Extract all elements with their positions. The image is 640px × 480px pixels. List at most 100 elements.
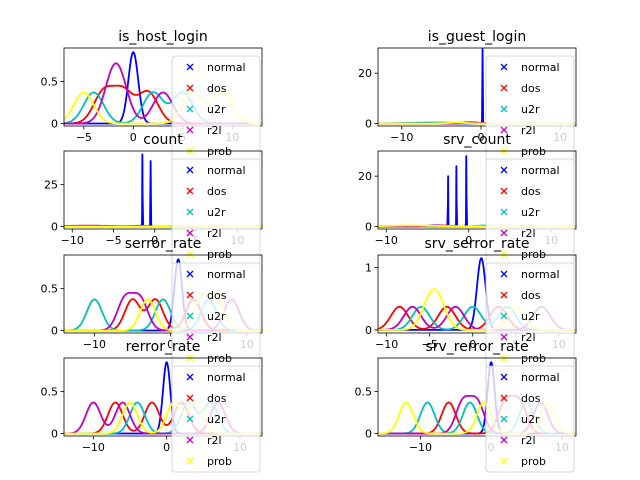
legend-marker-r2l: [500, 333, 508, 341]
axes-frame: [63, 357, 263, 437]
legend-marker-prob: [186, 250, 194, 258]
y-tick-label: 0.5: [355, 386, 373, 399]
legend-label-normal: normal: [521, 61, 560, 74]
axes-frame: [377, 47, 577, 127]
legend-box: [171, 365, 261, 473]
subplot-srv-rerror-rate: −1001000.5srv_rerror_ratenormaldosu2rr2l…: [355, 339, 577, 473]
legend-marker-normal: [500, 166, 508, 174]
subplot-is-guest-login: −10010020is_guest_loginnormaldosu2rr2lpr…: [358, 29, 577, 163]
legend-marker-u2r: [500, 208, 508, 216]
legend: normal dos u2r r2l prob: [171, 365, 261, 473]
legend-label-normal: normal: [207, 371, 246, 384]
axes-frame: [377, 254, 577, 334]
y-tick-label: 0: [51, 117, 58, 130]
legend-marker-prob: [500, 250, 508, 258]
y-tick-label: 0: [365, 220, 372, 233]
legend-box: [485, 365, 575, 473]
x-tick-label: 0: [477, 131, 484, 144]
legend-marker-u2r: [186, 415, 194, 423]
legend-label-u2r: u2r: [207, 310, 226, 323]
legend: normal dos u2r r2l prob: [485, 262, 575, 370]
legend-marker-u2r: [186, 312, 194, 320]
subplot-count: −10−50510025countnormaldosu2rr2lprob: [44, 132, 263, 266]
legend: normal dos u2r r2l prob: [485, 365, 575, 473]
x-tick-label: −10: [83, 338, 106, 351]
legend-marker-dos: [186, 84, 194, 92]
legend-marker-dos: [500, 291, 508, 299]
x-tick-label: −5: [76, 131, 92, 144]
legend-label-r2l: r2l: [207, 434, 222, 447]
legend-label-prob: prob: [521, 248, 546, 261]
legend-marker-prob: [186, 457, 194, 465]
x-tick-label: −10: [375, 338, 398, 351]
legend-label-normal: normal: [207, 268, 246, 281]
legend-marker-r2l: [186, 333, 194, 341]
legend-marker-dos: [186, 394, 194, 402]
legend-marker-r2l: [186, 126, 194, 134]
y-tick-label: 20: [358, 170, 372, 183]
legend-label-r2l: r2l: [207, 331, 222, 344]
legend-marker-u2r: [500, 415, 508, 423]
x-tick-label: −10: [390, 131, 413, 144]
subplot-grid: −5051000.5is_host_loginnormaldosu2rr2lpr…: [41, 29, 577, 473]
axes-frame: [377, 357, 577, 437]
legend-marker-dos: [500, 187, 508, 195]
legend-label-prob: prob: [521, 352, 546, 365]
legend-marker-r2l: [500, 436, 508, 444]
legend-label-prob: prob: [207, 145, 232, 158]
legend-marker-normal: [186, 270, 194, 278]
legend-label-dos: dos: [521, 185, 541, 198]
legend: normal dos u2r r2l prob: [171, 158, 261, 266]
axes-frame: [63, 47, 263, 127]
legend-marker-r2l: [500, 126, 508, 134]
subplot-title: srv_rerror_rate: [425, 339, 528, 355]
x-tick-label: −10: [409, 441, 432, 454]
subplot-title: is_guest_login: [428, 29, 526, 45]
x-tick-label: −5: [105, 234, 121, 247]
x-tick-label: 0: [469, 338, 476, 351]
legend-label-r2l: r2l: [521, 434, 536, 447]
legend-label-r2l: r2l: [521, 331, 536, 344]
legend-marker-u2r: [500, 105, 508, 113]
x-tick-label: −10: [61, 234, 84, 247]
x-tick-label: −5: [422, 338, 438, 351]
y-tick-label: 25: [44, 179, 58, 192]
x-tick-label: −10: [375, 234, 398, 247]
legend-label-u2r: u2r: [207, 206, 226, 219]
legend-label-prob: prob: [207, 352, 232, 365]
legend-label-u2r: u2r: [207, 103, 226, 116]
legend-marker-u2r: [186, 105, 194, 113]
legend-label-dos: dos: [207, 185, 227, 198]
legend-label-u2r: u2r: [521, 413, 540, 426]
y-tick-label: 0: [365, 117, 372, 130]
legend: normal dos u2r r2l prob: [171, 55, 261, 163]
legend-label-normal: normal: [521, 268, 560, 281]
x-tick-label: 0: [130, 131, 137, 144]
legend-label-prob: prob: [207, 248, 232, 261]
legend-marker-u2r: [500, 312, 508, 320]
legend-label-prob: prob: [521, 455, 546, 468]
legend-label-r2l: r2l: [207, 124, 222, 137]
x-tick-label: 0: [163, 441, 170, 454]
subplot-is-host-login: −5051000.5is_host_loginnormaldosu2rr2lpr…: [41, 29, 263, 163]
legend-marker-prob: [500, 457, 508, 465]
legend-label-dos: dos: [521, 289, 541, 302]
y-tick-label: 0.5: [41, 283, 59, 296]
axes-frame: [377, 150, 577, 230]
legend-marker-dos: [186, 187, 194, 195]
subplot-title: serror_rate: [125, 236, 202, 252]
y-tick-label: 20: [358, 67, 372, 80]
legend-label-dos: dos: [207, 289, 227, 302]
legend-label-u2r: u2r: [521, 206, 540, 219]
legend-label-dos: dos: [207, 392, 227, 405]
subplot-title: count: [143, 132, 183, 148]
y-tick-label: 0.5: [41, 76, 59, 89]
legend-label-normal: normal: [207, 164, 246, 177]
legend-label-normal: normal: [521, 164, 560, 177]
subplot-srv-serror-rate: −10−5051001srv_serror_ratenormaldosu2rr2…: [365, 236, 577, 370]
legend-marker-dos: [500, 394, 508, 402]
y-tick-label: 0: [51, 220, 58, 233]
